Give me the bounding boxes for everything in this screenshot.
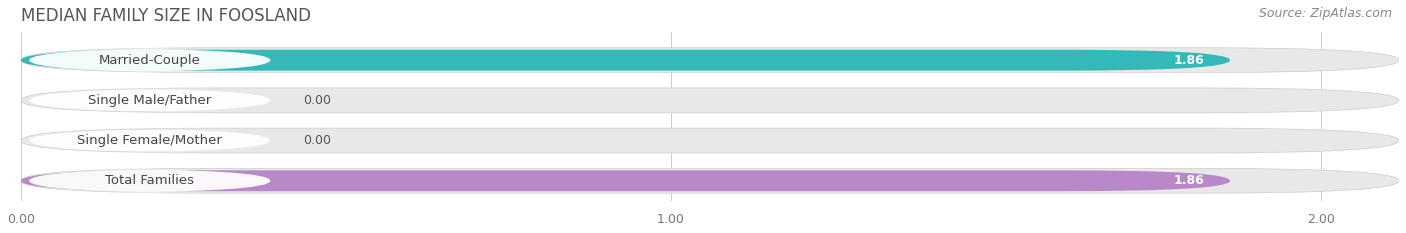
Text: Source: ZipAtlas.com: Source: ZipAtlas.com <box>1258 7 1392 20</box>
FancyBboxPatch shape <box>30 89 270 112</box>
Text: MEDIAN FAMILY SIZE IN FOOSLAND: MEDIAN FAMILY SIZE IN FOOSLAND <box>21 7 311 25</box>
Text: 0.00: 0.00 <box>302 134 330 147</box>
FancyBboxPatch shape <box>21 168 1399 193</box>
Text: 1.86: 1.86 <box>1173 174 1204 187</box>
FancyBboxPatch shape <box>21 88 1399 113</box>
FancyBboxPatch shape <box>21 48 1399 73</box>
FancyBboxPatch shape <box>21 170 1230 191</box>
Text: Married-Couple: Married-Couple <box>98 54 201 67</box>
FancyBboxPatch shape <box>30 129 270 152</box>
FancyBboxPatch shape <box>30 48 270 72</box>
Text: 0.00: 0.00 <box>302 94 330 107</box>
Text: Single Male/Father: Single Male/Father <box>89 94 211 107</box>
Text: 1.86: 1.86 <box>1173 54 1204 67</box>
FancyBboxPatch shape <box>30 169 270 192</box>
FancyBboxPatch shape <box>21 50 1230 71</box>
Text: Single Female/Mother: Single Female/Mother <box>77 134 222 147</box>
FancyBboxPatch shape <box>21 128 1399 153</box>
Text: Total Families: Total Families <box>105 174 194 187</box>
